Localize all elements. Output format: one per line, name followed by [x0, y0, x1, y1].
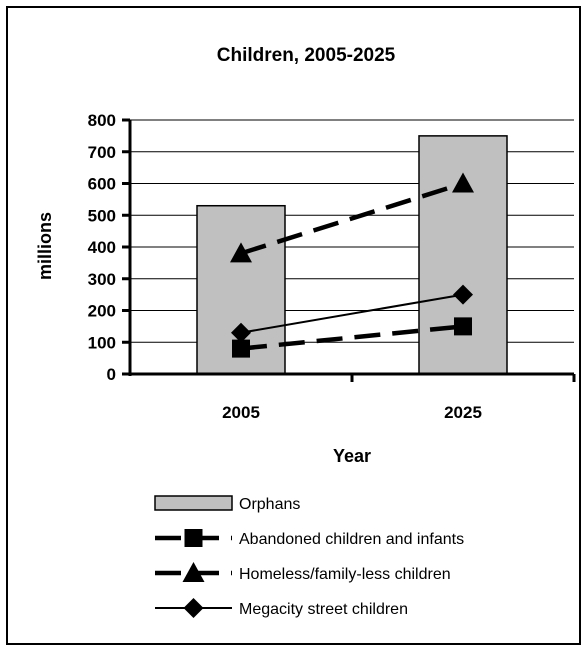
- x-tick-label: 2025: [444, 403, 482, 422]
- y-axis-label: millions: [35, 212, 55, 280]
- legend-item: Homeless/family-less children: [155, 562, 451, 583]
- y-tick-label: 100: [88, 333, 116, 352]
- y-tick-label: 800: [88, 111, 116, 130]
- chart-title: Children, 2005-2025: [217, 45, 396, 66]
- bar-2025: [418, 135, 508, 375]
- legend-label: Orphans: [239, 496, 300, 513]
- y-tick-label: 200: [88, 302, 116, 321]
- axes: [122, 118, 576, 382]
- legend-diamond-icon: [183, 598, 204, 618]
- series-lines: [230, 172, 474, 358]
- triangle-marker: [230, 242, 252, 263]
- legend-item: Orphans: [154, 495, 300, 513]
- triangle-marker: [452, 172, 474, 193]
- y-tick-label: 400: [88, 238, 116, 257]
- legend-item: Megacity street children: [155, 598, 408, 618]
- legend-label: Homeless/family-less children: [239, 566, 451, 583]
- y-tick-label: 600: [88, 175, 116, 194]
- y-tick-labels: 0 100 200 300 400 500 600 700 800: [88, 111, 116, 384]
- diamond-marker: [453, 284, 473, 305]
- legend-square-icon: [184, 529, 203, 547]
- legend-label: Megacity street children: [239, 601, 408, 618]
- y-tick-label: 300: [88, 270, 116, 289]
- legend-item: Abandoned children and infants: [155, 529, 464, 548]
- series-line: [240, 293, 464, 334]
- x-axis-label: Year: [333, 446, 371, 466]
- y-tick-label: 700: [88, 143, 116, 162]
- legend: Orphans Abandoned children and infants Hom…: [154, 495, 464, 618]
- y-tick-label: 0: [107, 365, 116, 384]
- bars: [196, 135, 508, 375]
- legend-triangle-icon: [182, 562, 205, 582]
- y-tick-label: 500: [88, 206, 116, 225]
- series-line: [240, 181, 464, 256]
- x-tick-label: 2005: [222, 403, 260, 422]
- legend-swatch: [154, 495, 233, 511]
- diamond-marker: [231, 322, 251, 343]
- x-tick-labels: 2005 2025: [222, 403, 482, 422]
- legend-label: Abandoned children and infants: [239, 531, 464, 548]
- square-marker: [232, 339, 250, 358]
- square-marker: [454, 317, 472, 336]
